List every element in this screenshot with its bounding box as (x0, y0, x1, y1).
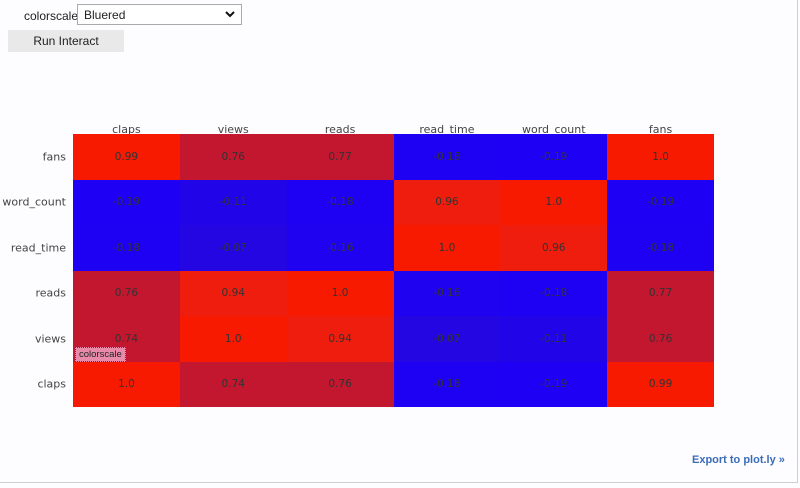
chevron-down-icon (225, 11, 235, 18)
heatmap-cell[interactable]: -0.19 (500, 134, 608, 180)
y-tick-label: claps (37, 377, 66, 391)
heatmap-cell[interactable]: -0.07 (393, 316, 501, 362)
heatmap-cell[interactable]: 0.94 (179, 270, 287, 316)
heatmap-cell[interactable]: 0.99 (73, 134, 180, 180)
heatmap-cell[interactable]: -0.16 (393, 270, 501, 316)
heatmap-cell[interactable]: -0.07 (179, 225, 287, 271)
heatmap-cell[interactable]: -0.18 (500, 270, 608, 316)
heatmap-cell[interactable]: 0.94 (286, 316, 394, 362)
heatmap-cell[interactable]: 0.76 (179, 134, 287, 180)
heatmap-cell[interactable]: -0.18 (73, 225, 180, 271)
heatmap-cell[interactable]: -0.18 (393, 134, 501, 180)
heatmap-cell[interactable]: 1.0 (286, 270, 394, 316)
heatmap-cell[interactable]: 0.76 (73, 270, 180, 316)
heatmap-grid[interactable]: 0.99 0.76 0.77 -0.18 -0.19 1.0 -0.19 -0.11 -0.18… (73, 134, 714, 407)
x-tick-label: read_time (419, 123, 475, 136)
y-tick-label: views (34, 332, 66, 346)
heatmap-cell[interactable]: -0.19 (500, 361, 608, 407)
colorscale-label: colorscale (24, 9, 79, 23)
y-tick-label: fans (42, 150, 66, 164)
x-tick-label: claps (112, 123, 141, 136)
heatmap-cell[interactable]: -0.18 (286, 179, 394, 225)
heatmap-cell[interactable]: 1.0 (179, 316, 287, 362)
y-tick-label: word_count (2, 195, 66, 209)
heatmap-cell[interactable]: 0.76 (607, 316, 714, 362)
y-tick-label: reads (35, 286, 66, 300)
x-tick-label: word_count (521, 123, 586, 136)
heatmap-cell[interactable]: -0.18 (393, 361, 501, 407)
heatmap-cell[interactable]: 1.0 (393, 225, 501, 271)
heatmap-cell[interactable]: -0.18 (607, 225, 714, 271)
export-to-plotly-link[interactable]: Export to plot.ly » (692, 454, 785, 466)
heatmap-plot: claps views reads read_time word_count fans f… (0, 115, 800, 415)
x-tick-label: reads (324, 123, 356, 136)
heatmap-cell[interactable]: -0.16 (286, 225, 394, 271)
x-tick-label: views (217, 123, 249, 136)
colorscale-hover-tag: colorscale (75, 347, 126, 362)
heatmap-cell[interactable]: -0.19 (607, 179, 714, 225)
heatmap-cell[interactable]: -0.19 (73, 179, 180, 225)
heatmap-cell[interactable]: 1.0 (607, 134, 714, 180)
heatmap-cell[interactable]: 0.96 (393, 179, 501, 225)
colorscale-select[interactable]: Bluered (77, 4, 242, 25)
heatmap-cell[interactable]: 0.99 (607, 361, 714, 407)
heatmap-cell[interactable]: -0.11 (179, 179, 287, 225)
heatmap-cell[interactable]: 1.0 (73, 361, 180, 407)
colorscale-value: Bluered (84, 8, 126, 22)
heatmap-cell[interactable]: 0.77 (607, 270, 714, 316)
heatmap-cell[interactable]: 0.96 (500, 225, 608, 271)
run-interact-button[interactable]: Run Interact (8, 30, 124, 52)
x-tick-label: fans (648, 123, 673, 136)
heatmap-cell[interactable]: 0.76 (286, 361, 394, 407)
heatmap-cell[interactable]: 0.74 (179, 361, 287, 407)
heatmap-cell[interactable]: 1.0 (500, 179, 608, 225)
heatmap-cell[interactable]: 0.77 (286, 134, 394, 180)
heatmap-cell[interactable]: -0.11 (500, 316, 608, 362)
y-tick-label: read_time (10, 241, 66, 255)
